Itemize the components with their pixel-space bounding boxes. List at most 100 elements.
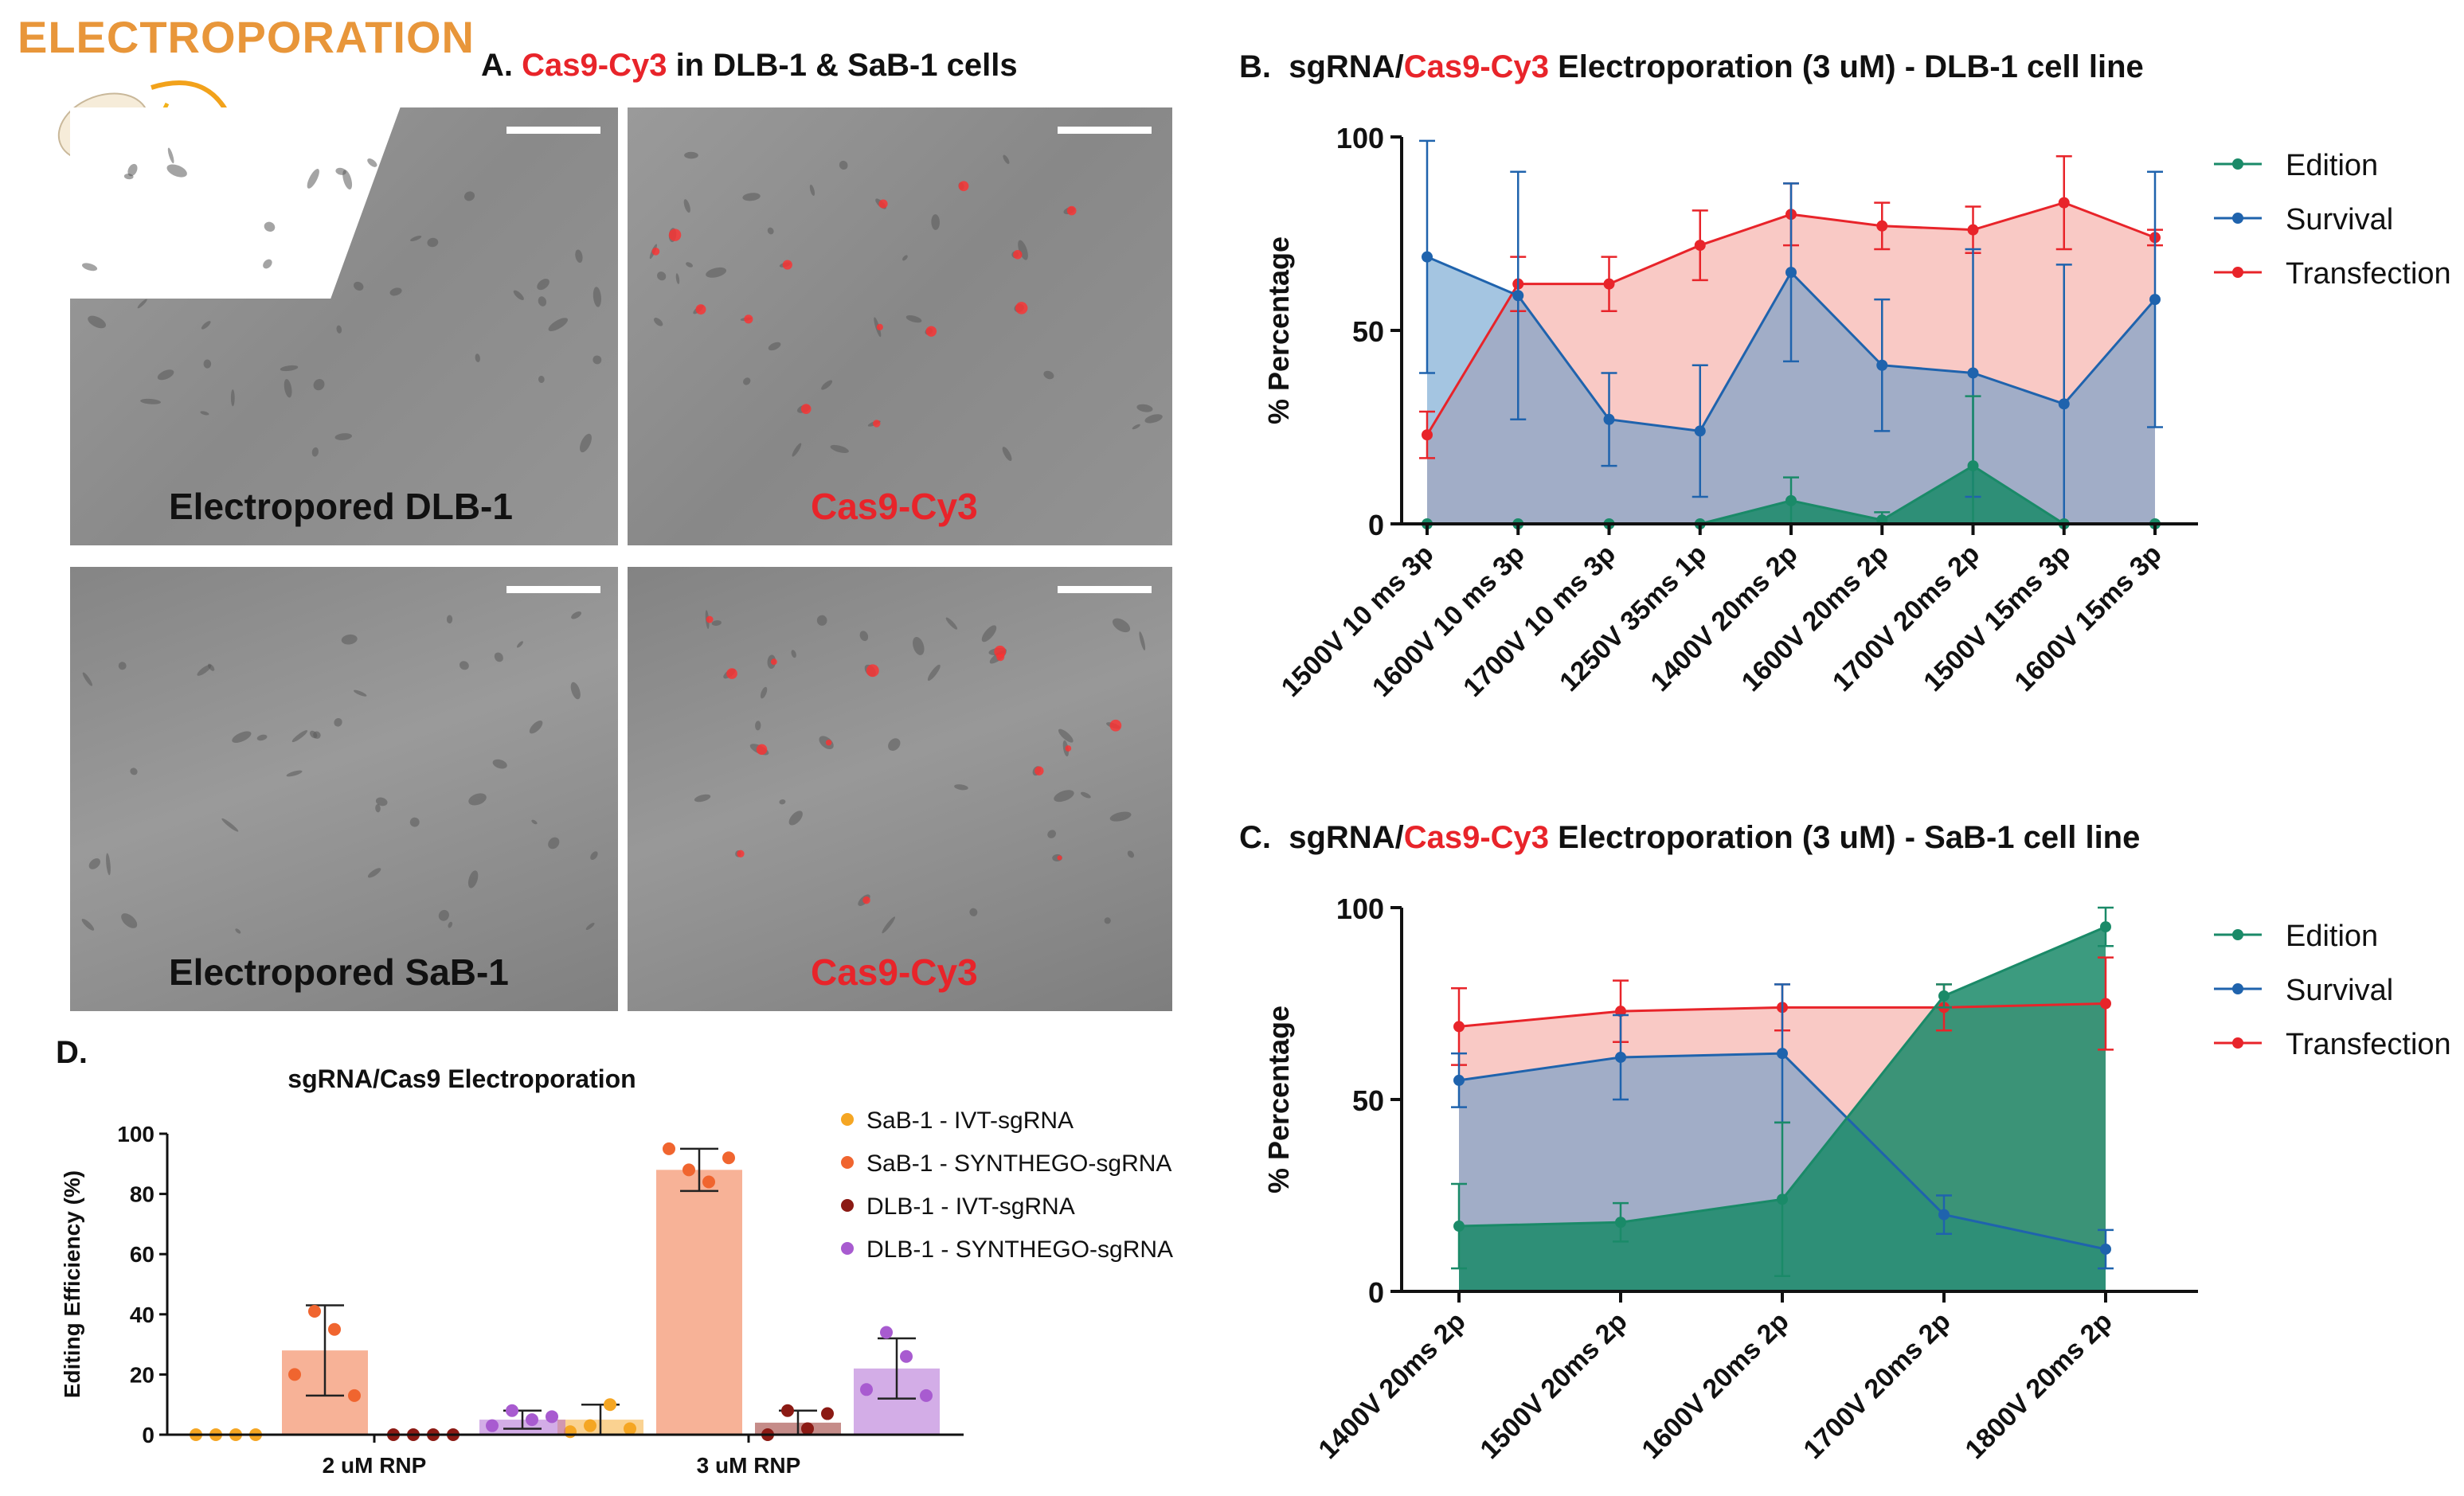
data-point (1422, 251, 1433, 263)
scale-bar (506, 586, 600, 593)
data-point (1453, 1074, 1465, 1086)
cell-mark (1058, 728, 1074, 743)
y-tick-label: 100 (1336, 893, 1384, 925)
y-tick-label: 0 (1368, 509, 1384, 541)
cell-mark (1018, 240, 1028, 260)
data-point (1938, 990, 1950, 1002)
cell-mark (593, 355, 602, 365)
cell-mark (492, 759, 507, 769)
replicate-point (682, 1163, 695, 1177)
micrograph-sab1-cy3: Cas9-Cy3 (628, 567, 1172, 1011)
legend-label: DLB-1 - IVT-sgRNA (866, 1193, 1075, 1220)
cy3-signal (862, 896, 870, 904)
replicate-point (880, 1326, 893, 1339)
cell-mark (529, 720, 543, 734)
cell-mark (1109, 811, 1132, 822)
cell-mark (1003, 154, 1010, 164)
cell-mark (221, 818, 239, 832)
replicate-point (860, 1383, 873, 1396)
cell-mark (1054, 790, 1074, 803)
cell-mark (683, 199, 690, 213)
legend-marker (841, 1199, 854, 1212)
cell-mark (88, 315, 106, 329)
cy3-signal (1057, 855, 1062, 861)
replicate-point (506, 1404, 518, 1417)
data-point (1603, 413, 1615, 425)
y-tick-label: 0 (142, 1423, 154, 1447)
x-tick-label: 1600V 20ms 2p (1636, 1307, 1794, 1465)
cell-mark (475, 353, 480, 362)
cell-mark (767, 227, 774, 235)
data-point (1615, 1006, 1626, 1018)
cell-mark (375, 803, 381, 813)
cell-mark (123, 174, 134, 180)
legend-label: DLB-1 - SYNTHEGO-sgRNA (866, 1236, 1173, 1263)
cell-mark (593, 287, 601, 307)
cell-mark (235, 928, 241, 934)
replicate-point (821, 1407, 834, 1420)
cell-mark (200, 411, 209, 416)
replicate-point (584, 1419, 596, 1432)
cell-mark (157, 369, 174, 381)
y-tick-label: 60 (130, 1242, 154, 1267)
data-point (1785, 267, 1797, 279)
cell-mark (927, 664, 941, 682)
cell-mark (945, 617, 958, 630)
cy3-signal (668, 229, 682, 241)
data-point (2058, 197, 2070, 209)
image-label: Electropored SaB-1 (169, 951, 509, 993)
cy3-signal (744, 314, 753, 324)
legend-marker (2232, 983, 2243, 994)
cell-mark (459, 661, 469, 670)
scale-bar (506, 127, 600, 134)
scale-bar (1058, 127, 1152, 134)
cell-mark (684, 151, 698, 159)
image-label: Cas9-Cy3 (811, 951, 978, 993)
replicate-point (604, 1398, 616, 1412)
y-axis-label: Editing Efficiency (%) (60, 1170, 84, 1398)
cell-mark (816, 615, 827, 626)
cy3-signal (825, 739, 832, 746)
cy3-signal (925, 326, 937, 337)
cell-mark (531, 819, 538, 825)
cell-mark (494, 652, 503, 662)
cell-mark (1127, 850, 1135, 858)
image-label: Cas9-Cy3 (811, 486, 978, 527)
cell-mark (571, 611, 582, 619)
cell-mark (981, 625, 997, 643)
data-point (1615, 1051, 1626, 1063)
data-point (1453, 1221, 1465, 1232)
data-point (1615, 1217, 1626, 1228)
data-point (2100, 998, 2111, 1010)
legend-marker (2232, 158, 2243, 170)
cy3-signal (876, 323, 883, 330)
scale-bar (1058, 586, 1152, 593)
cell-mark (375, 797, 388, 807)
cell-mark (106, 853, 111, 876)
cell-mark (516, 641, 523, 648)
cell-mark (201, 321, 211, 330)
cell-mark (367, 158, 377, 167)
cell-mark (657, 271, 667, 281)
legend-label: SaB-1 - IVT-sgRNA (866, 1107, 1074, 1134)
data-point (1967, 367, 1979, 379)
panel-d-letter: D. (56, 1035, 88, 1070)
cell-mark (280, 365, 299, 372)
cell-mark (230, 389, 235, 407)
panel-b-title: B. sgRNA/Cas9-Cy3 Electroporation (3 uM)… (1239, 49, 2144, 84)
cell-mark (768, 342, 781, 351)
replicate-point (526, 1413, 538, 1427)
cell-mark (548, 318, 569, 331)
cy3-signal (866, 664, 879, 678)
cell-mark (342, 170, 353, 190)
cell-mark (82, 672, 92, 686)
cell-mark (167, 147, 174, 164)
cell-mark (538, 296, 547, 307)
cell-mark (264, 221, 276, 232)
cell-mark (203, 359, 212, 369)
cy3-signal (958, 181, 969, 192)
cell-mark (410, 235, 422, 242)
chart-d-editing: sgRNA/Cas9 Electroporation 0 20 40 60 80 100 2 … (60, 1064, 1173, 1478)
cell-mark (81, 263, 98, 271)
